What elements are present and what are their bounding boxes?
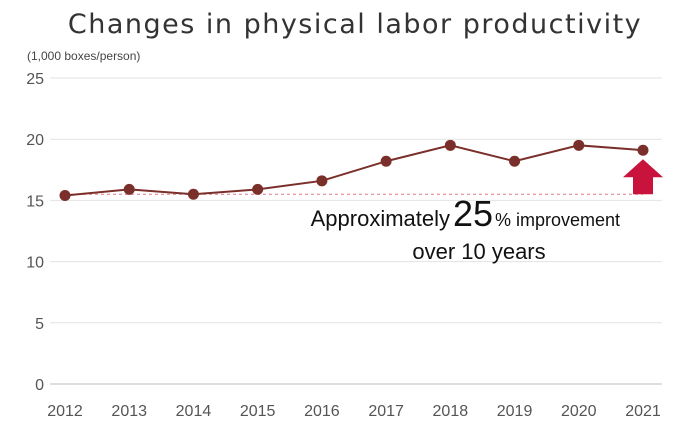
series-line [64,144,644,197]
y-tick-label: 0 [35,377,44,394]
series-points [59,139,649,202]
y-tick-label: 20 [26,132,44,149]
x-axis-ticks: 2012 2013 2014 2015 2016 2017 2018 2019 2020 2021 [47,403,661,420]
x-tick-label: 2015 [240,403,276,420]
annotation-suffix: % improvement [495,210,620,230]
data-point-2017 [380,155,392,167]
x-tick-label: 2019 [497,403,533,420]
x-tick-label: 2014 [176,403,212,420]
data-point-2012 [59,190,71,202]
y-tick-label: 25 [26,71,44,88]
x-tick-label: 2016 [304,403,340,420]
y-tick-label: 10 [26,255,44,272]
x-tick-label: 2012 [47,403,83,420]
data-point-2020 [573,139,585,151]
x-tick-label: 2013 [111,403,147,420]
data-point-2021 [637,144,649,156]
data-point-2019 [509,155,521,167]
data-point-2018 [444,139,456,151]
gridlines [50,77,662,385]
y-tick-label: 15 [26,193,44,210]
y-tick-label: 5 [35,316,44,333]
x-tick-label: 2020 [561,403,597,420]
annotation-line2: over 10 years [412,239,545,264]
unit-label: (1,000 boxes/person) [27,49,140,63]
data-point-2014 [187,188,199,200]
annotation-value: 25 [453,193,493,234]
x-tick-label: 2017 [368,403,404,420]
annotation-prefix: Approximately [311,206,450,231]
chart-title: Changes in physical labor productivity [68,9,642,40]
x-tick-label: 2018 [433,403,469,420]
x-tick-label: 2021 [625,403,661,420]
data-point-2015 [252,183,264,195]
data-point-2013 [123,183,135,195]
data-point-2016 [316,175,328,187]
increase-arrow [623,159,663,195]
y-axis-ticks: 0 5 10 15 20 25 [26,71,44,394]
